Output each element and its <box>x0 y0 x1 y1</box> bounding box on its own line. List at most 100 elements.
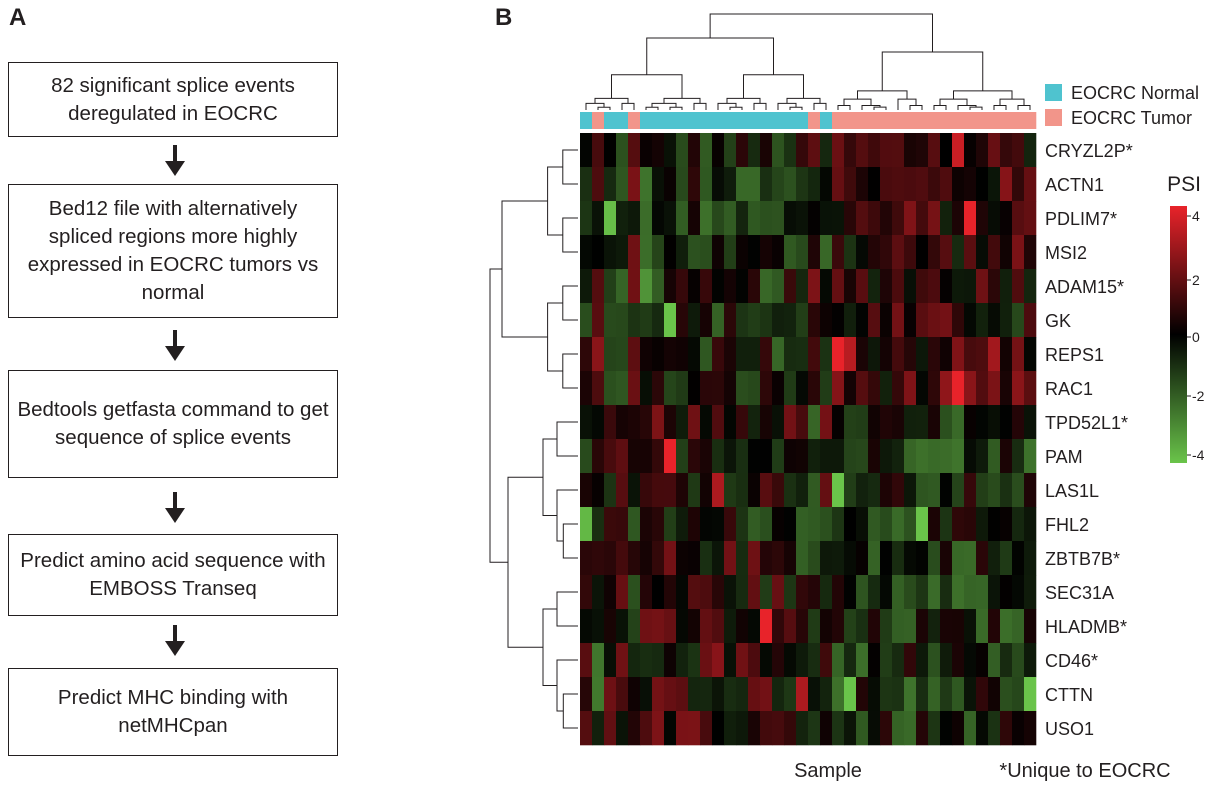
heatmap-cell <box>628 609 641 644</box>
heatmap-cell <box>892 235 905 270</box>
heatmap-cell <box>580 405 593 440</box>
annotation-cell <box>940 112 953 129</box>
heatmap-cell <box>688 541 701 576</box>
heatmap-cell <box>736 337 749 372</box>
heatmap-cell <box>976 133 989 168</box>
heatmap-cell <box>880 473 893 508</box>
heatmap-cell <box>892 609 905 644</box>
heatmap-cell <box>592 473 605 508</box>
row-dendrogram <box>489 149 578 729</box>
heatmap-cell <box>688 201 701 236</box>
heatmap-cell <box>688 133 701 168</box>
heatmap-cell <box>736 201 749 236</box>
heatmap-cell <box>928 575 941 610</box>
heatmap-cell <box>832 541 845 576</box>
heatmap-cell <box>1000 405 1013 440</box>
annotation-cell <box>688 112 701 129</box>
heatmap-cell <box>664 303 677 338</box>
heatmap-cell <box>892 575 905 610</box>
heatmap-cell <box>880 269 893 304</box>
annotation-cell <box>880 112 893 129</box>
heatmap-cell <box>928 711 941 746</box>
heatmap-cell <box>892 473 905 508</box>
heatmap-cell <box>1024 235 1037 270</box>
heatmap-cell <box>652 711 665 746</box>
heatmap-cell <box>676 711 689 746</box>
heatmap-cell <box>904 235 917 270</box>
heatmap-cell <box>640 337 653 372</box>
heatmap-cell <box>664 677 677 712</box>
heatmap-cell <box>988 711 1001 746</box>
heatmap-cell <box>916 439 929 474</box>
heatmap-cell <box>868 439 881 474</box>
heatmap-cell <box>772 167 785 202</box>
annotation-cell <box>652 112 665 129</box>
heatmap-cell <box>892 677 905 712</box>
heatmap-cell <box>688 269 701 304</box>
heatmap-cell <box>1000 473 1013 508</box>
heatmap-cell <box>904 677 917 712</box>
heatmap-cell <box>856 677 869 712</box>
heatmap-cell <box>952 575 965 610</box>
heatmap-cell <box>628 575 641 610</box>
heatmap-cell <box>976 609 989 644</box>
heatmap-cell <box>796 439 809 474</box>
heatmap-cell <box>952 439 965 474</box>
heatmap-cell <box>940 269 953 304</box>
heatmap-cell <box>724 167 737 202</box>
heatmap-cell <box>1024 337 1037 372</box>
heatmap-cell <box>760 303 773 338</box>
heatmap-cell <box>1024 677 1037 712</box>
heatmap-cell <box>868 303 881 338</box>
heatmap-cell <box>892 201 905 236</box>
heatmap-cell <box>604 201 617 236</box>
heatmap-cell <box>640 711 653 746</box>
heatmap-cell <box>1024 405 1037 440</box>
heatmap-cell <box>784 643 797 678</box>
heatmap-cell <box>688 303 701 338</box>
heatmap-cell <box>1024 507 1037 542</box>
heatmap-cell <box>832 201 845 236</box>
heatmap-cell <box>940 167 953 202</box>
heatmap-cell <box>664 439 677 474</box>
heatmap-cell <box>748 133 761 168</box>
heatmap-cell <box>916 405 929 440</box>
heatmap-cell <box>916 371 929 406</box>
heatmap-cell <box>700 167 713 202</box>
heatmap-cell <box>904 371 917 406</box>
heatmap-cell <box>760 133 773 168</box>
heatmap-cell <box>820 643 833 678</box>
heatmap-cell <box>904 439 917 474</box>
heatmap-cell <box>1000 337 1013 372</box>
heatmap-cell <box>808 609 821 644</box>
heatmap-cell <box>580 473 593 508</box>
heatmap-cell <box>928 677 941 712</box>
heatmap-cell <box>640 201 653 236</box>
annotation-cell <box>700 112 713 129</box>
heatmap-cell <box>760 575 773 610</box>
heatmap-cell <box>652 371 665 406</box>
heatmap-cell <box>604 677 617 712</box>
heatmap-cell <box>724 473 737 508</box>
annotation-cell <box>976 112 989 129</box>
heatmap-cell <box>748 439 761 474</box>
heatmap-cells <box>580 133 1037 746</box>
heatmap-cell <box>676 439 689 474</box>
heatmap-cell <box>664 711 677 746</box>
annotation-cell <box>640 112 653 129</box>
heatmap-cell <box>748 711 761 746</box>
heatmap-cell <box>1000 303 1013 338</box>
heatmap-cell <box>1012 405 1025 440</box>
heatmap-cell <box>700 133 713 168</box>
heatmap-cell <box>892 133 905 168</box>
heatmap-cell <box>916 643 929 678</box>
colorbar-title: PSI <box>1167 173 1201 196</box>
heatmap-cell <box>964 711 977 746</box>
heatmap-cell <box>580 133 593 168</box>
heatmap-cell <box>892 405 905 440</box>
heatmap-cell <box>796 371 809 406</box>
heatmap-cell <box>964 439 977 474</box>
heatmap-cell <box>808 133 821 168</box>
heatmap-cell <box>664 609 677 644</box>
heatmap-cell <box>796 167 809 202</box>
